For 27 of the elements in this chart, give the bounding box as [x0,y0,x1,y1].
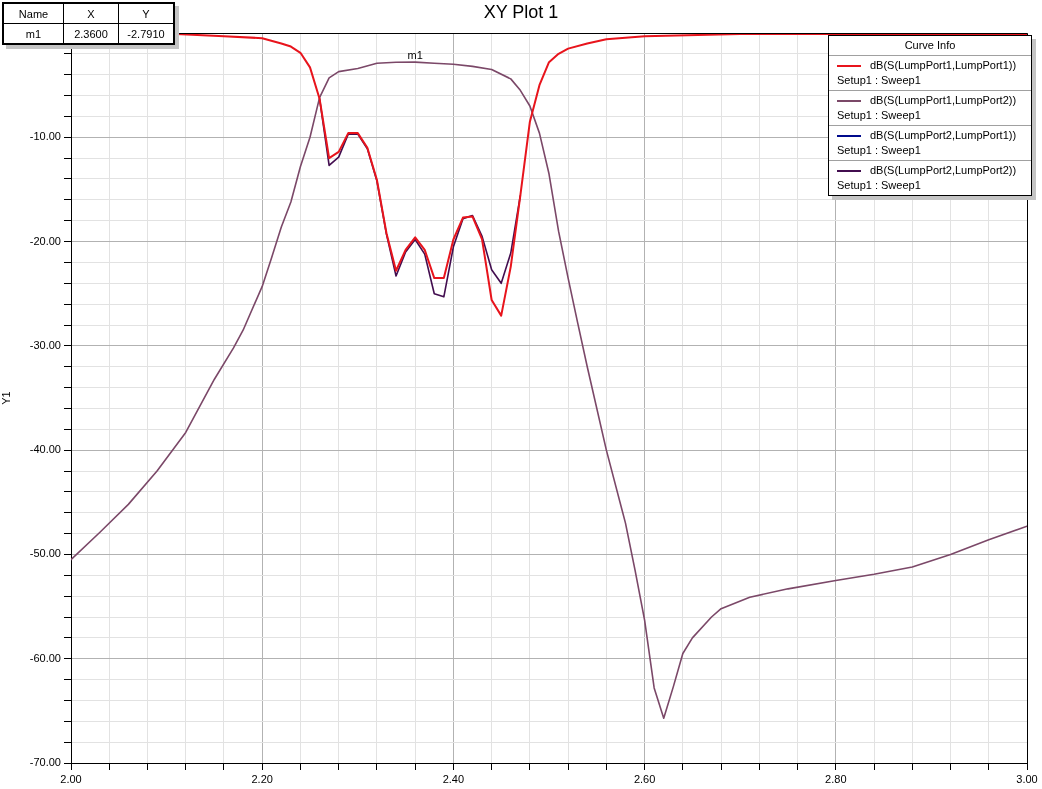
text: Name [3,3,64,24]
y-tick-label: -70.00 [29,756,61,769]
y-tick-label: -60.00 [29,651,61,664]
x-tick-label: 2.00 [60,772,82,785]
y-tick-label: -10.00 [29,130,61,143]
annotation: 2.3600 [63,23,119,44]
text: Y [118,3,174,24]
legend-label: dB(S(LumpPort1,LumpPort2)) Setup1 : Sweep1 [837,94,1017,121]
x-tick-label: 3.00 [1016,772,1038,785]
chart-title: XY Plot 1 [483,2,559,22]
annotation: -2.7910 [118,23,174,44]
legend-label: dB(S(LumpPort2,LumpPort1)) Setup1 : Sweep1 [837,129,1017,156]
y-tick-label: -40.00 [29,443,61,456]
y-tick-label: -20.00 [29,234,61,247]
text: X [63,3,119,24]
y-tick-label: -50.00 [29,547,61,560]
x-tick-label: 2.60 [633,772,656,785]
legend-title: Curve Info [903,38,957,53]
text: m1 [3,23,64,44]
x-tick-label: 2.40 [442,772,465,785]
legend-label: dB(S(LumpPort1,LumpPort1)) Setup1 : Sweep1 [837,59,1017,86]
x-tick-label: 2.20 [251,772,273,785]
y-axis-title: Y1 [0,391,12,405]
legend-label: dB(S(LumpPort2,LumpPort2)) Setup1 : Sweep1 [837,164,1017,191]
x-tick-label: 2.80 [825,772,847,785]
annotation: m1 [407,48,423,61]
y-tick-label: -30.00 [29,338,61,351]
